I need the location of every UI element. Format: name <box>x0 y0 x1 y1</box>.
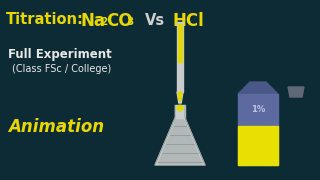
Polygon shape <box>177 92 183 103</box>
Text: HCl: HCl <box>173 12 205 30</box>
Text: Full Experiment: Full Experiment <box>8 48 112 61</box>
Text: (Class FSc / College): (Class FSc / College) <box>12 64 111 74</box>
Polygon shape <box>288 87 304 97</box>
Polygon shape <box>158 120 202 164</box>
Circle shape <box>177 105 183 111</box>
Polygon shape <box>178 92 182 101</box>
Text: 2: 2 <box>100 17 107 27</box>
Text: Na: Na <box>81 12 106 30</box>
Text: 1%: 1% <box>251 105 265 114</box>
Bar <box>178 24 182 62</box>
Bar <box>177 22 183 92</box>
Polygon shape <box>175 105 185 118</box>
Text: CO: CO <box>106 12 132 30</box>
Text: 3: 3 <box>126 17 133 27</box>
Polygon shape <box>155 118 205 165</box>
Polygon shape <box>238 126 278 165</box>
Polygon shape <box>238 94 278 165</box>
Text: Vs: Vs <box>145 13 165 28</box>
Text: Titration:: Titration: <box>6 12 84 27</box>
Text: Animation: Animation <box>8 118 104 136</box>
Polygon shape <box>238 82 278 94</box>
